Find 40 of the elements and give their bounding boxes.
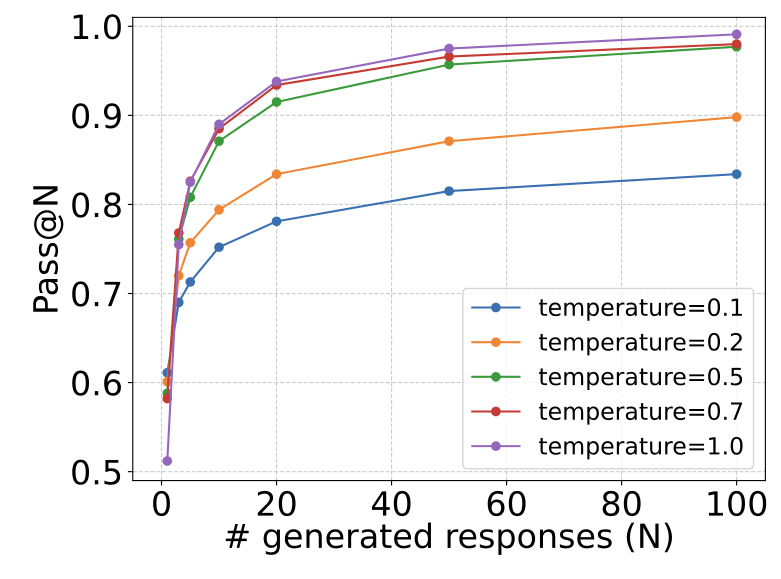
x-tick-label: 80: [602, 490, 641, 516]
point: [272, 76, 282, 86]
y-tick-label: 0.6: [72, 370, 121, 396]
legend-label: temperature=0.5: [539, 368, 742, 390]
y-tick-label: 0.9: [72, 103, 121, 128]
point: [732, 39, 742, 49]
x-tick-label: 100: [708, 490, 766, 516]
point: [732, 169, 742, 180]
legend-label: temperature=0.1: [539, 298, 742, 321]
y-tick-label: 0.8: [72, 192, 121, 218]
legend-label: temperature=1.0: [539, 436, 743, 460]
point: [214, 136, 224, 146]
point: [174, 240, 184, 250]
point: [272, 97, 282, 107]
point: [444, 52, 454, 62]
point: [214, 204, 224, 215]
y-axis-title: Pass@N: [33, 186, 64, 312]
x-tick-label: 40: [372, 490, 411, 516]
point: [272, 216, 282, 226]
y-tick-label: 1.0: [74, 14, 121, 40]
point: [214, 242, 224, 252]
point: [214, 119, 224, 130]
point: [732, 112, 742, 122]
x-tick-label: 60: [488, 490, 526, 516]
legend-label: temperature=0.7: [539, 402, 742, 425]
point: [162, 456, 172, 466]
point: [444, 60, 454, 70]
point: [732, 29, 742, 40]
point: [185, 238, 196, 248]
y-tick-label: 0.5: [72, 460, 120, 485]
point: [272, 169, 282, 180]
y-tick-label: 0.7: [72, 281, 120, 307]
legend-label: temperature=0.2: [539, 332, 742, 356]
point: [444, 44, 454, 54]
point: [444, 136, 454, 146]
point: [444, 186, 454, 196]
x-tick-label: 20: [258, 490, 296, 516]
point: [185, 277, 196, 287]
x-tick-label: 0: [153, 490, 170, 516]
x-axis-title: # generated responses (N): [226, 522, 672, 555]
